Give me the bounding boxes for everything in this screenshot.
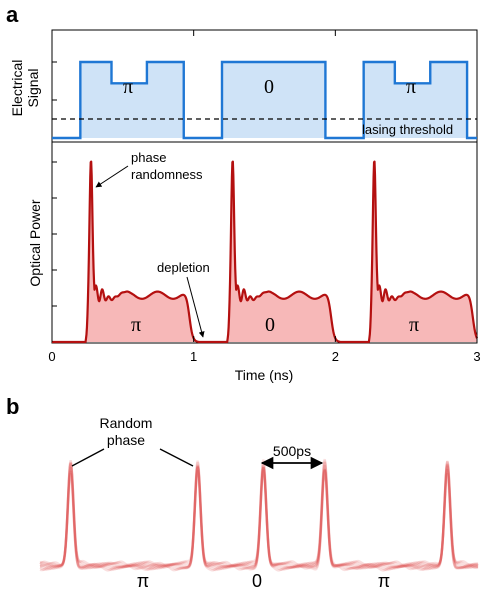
panel-b-trace xyxy=(39,458,479,572)
optical-y-title-text: Optical Power xyxy=(27,199,43,286)
time-axis-tick-label-1: 0 xyxy=(48,349,55,364)
panel-b: Random phase 500ps π 0 π xyxy=(39,415,479,591)
interval-label: 500ps xyxy=(273,443,311,459)
random-phase-pointer-right xyxy=(159,448,194,467)
depletion-arrow xyxy=(186,276,205,338)
optical-subplot: π 0 π phase randomness depletion Optical… xyxy=(27,141,479,344)
panel-b-trace-sweep-6 xyxy=(40,465,479,571)
random-phase-label-line2: phase xyxy=(107,432,145,448)
panel-b-trace-sweep-4 xyxy=(39,462,479,570)
random-phase-pointer-left xyxy=(71,448,105,467)
optical-label-1: π xyxy=(131,314,141,336)
electrical-label-1: π xyxy=(123,76,133,98)
phase-randomness-label-line1: phase xyxy=(131,150,166,165)
electrical-y-ticks xyxy=(52,61,57,139)
electrical-subplot: lasing threshold π 0 π Electrical Signal xyxy=(9,29,478,143)
panel-b-phase-label-2: 0 xyxy=(252,571,262,591)
phase-randomness-label-line2: randomness xyxy=(131,167,203,182)
panel-b-trace-sweep-1 xyxy=(39,458,479,569)
random-phase-label-line1: Random xyxy=(100,415,153,431)
time-axis-tick-label-4: 3 xyxy=(473,349,480,364)
time-axis-tick-label-2: 1 xyxy=(190,349,197,364)
panel-b-trace-sweep-3 xyxy=(39,462,479,570)
time-axis-tick-label-3: 2 xyxy=(332,349,339,364)
phase-randomness-arrow xyxy=(95,165,129,188)
electrical-pulse-fill-1 xyxy=(80,62,184,138)
optical-plot-frame xyxy=(51,141,478,344)
panel-b-trace-sweep-5 xyxy=(39,463,479,571)
lasing-threshold-label: lasing threshold xyxy=(362,122,453,137)
optical-label-2: 0 xyxy=(265,314,275,336)
panel-letter-b: b xyxy=(6,394,19,419)
panel-b-phase-label-1: π xyxy=(137,571,149,591)
panel-b-trace-sweep-2 xyxy=(39,460,479,569)
optical-label-3: π xyxy=(409,314,419,336)
time-axis-title: Time (ns) xyxy=(235,367,294,383)
panel-letter-a: a xyxy=(6,2,19,27)
depletion-label: depletion xyxy=(157,260,210,275)
electrical-y-title: Electrical Signal xyxy=(9,60,41,117)
electrical-label-3: π xyxy=(406,76,416,98)
electrical-pulse-fill-2 xyxy=(222,62,326,138)
optical-power-line xyxy=(51,160,479,344)
optical-y-ticks xyxy=(52,161,57,343)
electrical-label-2: 0 xyxy=(264,76,274,98)
panel-b-phase-label-3: π xyxy=(378,571,390,591)
panel-b-trace-sweep-7 xyxy=(39,466,479,572)
panel-b-trace-sweep-8 xyxy=(39,469,479,572)
optical-power-fill xyxy=(52,161,477,342)
time-axis: 0 1 2 3 xyxy=(48,30,481,364)
electrical-y-title-line2: Signal xyxy=(25,69,41,108)
electrical-signal-line xyxy=(52,60,477,140)
optical-y-title: Optical Power xyxy=(27,199,43,286)
electrical-y-title-line1: Electrical xyxy=(9,60,25,117)
